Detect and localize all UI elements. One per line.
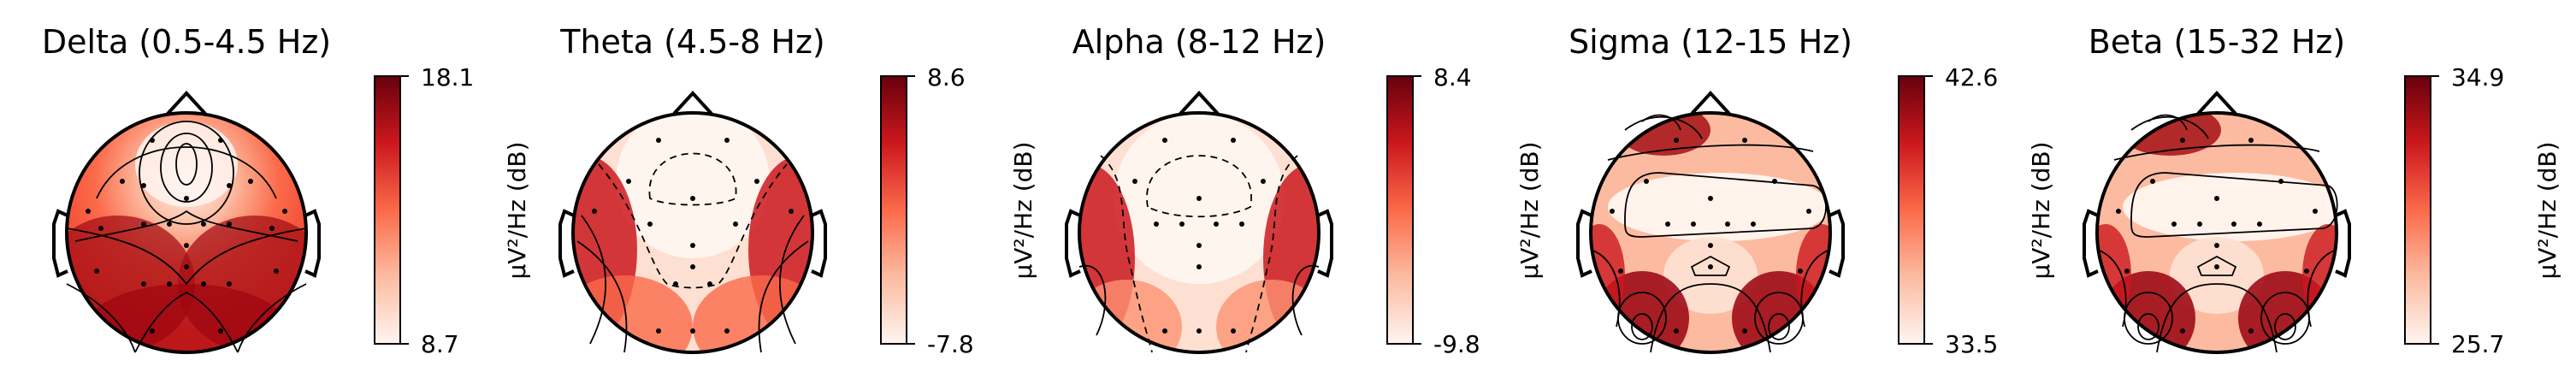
- colorbar: 34.9 25.7 µV²/Hz (dB): [2404, 63, 2561, 358]
- head-outline: [2083, 91, 2351, 354]
- left-ear-icon: [2083, 209, 2099, 278]
- right-ear-icon: [811, 209, 827, 278]
- sensor-markers: [592, 138, 794, 334]
- scalp-map: [2097, 113, 2337, 352]
- colorbar-max: 18.1: [421, 63, 474, 92]
- contour-lines: [2096, 114, 2338, 353]
- topomap-head: [2083, 91, 2351, 354]
- nose-icon: [1179, 91, 1220, 115]
- sensor-markers: [2116, 138, 2318, 334]
- panel-alpha: Alpha (8-12 Hz): [1065, 23, 1544, 358]
- colorbar-max: 8.6: [927, 63, 966, 92]
- colorbar-gradient: [2404, 75, 2431, 345]
- head-outline: [52, 91, 321, 354]
- topomap-head: [1576, 91, 1845, 354]
- panel-sigma: Sigma (12-15 Hz): [1569, 23, 2055, 358]
- scalp-map: [1591, 113, 1830, 352]
- colorbar-min: -7.8: [927, 330, 974, 358]
- left-ear-icon: [1065, 209, 1081, 278]
- right-ear-icon: [2335, 209, 2351, 278]
- panel-title: Theta (4.5-8 Hz): [559, 23, 825, 61]
- panel-theta: Theta (4.5-8 Hz): [558, 23, 1037, 358]
- panel-delta: Delta (0.5-4.5 Hz): [42, 23, 531, 358]
- left-ear-icon: [52, 209, 68, 278]
- nose-icon: [672, 91, 713, 115]
- scalp-map: [573, 113, 812, 352]
- colorbar: 18.1 8.7 µV²/Hz (dB): [374, 63, 531, 358]
- colorbar-max: 42.6: [1945, 63, 1998, 92]
- colorbar-gradient: [1898, 75, 1925, 345]
- nose-icon: [2196, 91, 2237, 115]
- topomap-head: [558, 91, 827, 354]
- panel-beta: Beta (15-32 Hz): [2083, 23, 2561, 358]
- colorbar-min: 25.7: [2451, 330, 2504, 358]
- panel-title: Alpha (8-12 Hz): [1072, 23, 1326, 61]
- right-ear-icon: [304, 209, 321, 278]
- right-ear-icon: [1317, 209, 1333, 278]
- colorbar: 8.4 -9.8 µV²/Hz (dB): [1386, 63, 1544, 358]
- colorbar: 42.6 33.5 µV²/Hz (dB): [1898, 63, 2055, 358]
- colorbar-label: µV²/Hz (dB): [2027, 141, 2055, 279]
- sensor-markers: [1610, 138, 1811, 334]
- contour-lines: [576, 152, 809, 353]
- nose-icon: [166, 91, 207, 115]
- colorbar-min: 8.7: [421, 330, 459, 358]
- colorbar-label: µV²/Hz (dB): [2533, 141, 2561, 279]
- colorbar-gradient: [374, 75, 401, 345]
- sensor-markers: [86, 138, 287, 334]
- colorbar-min: 33.5: [1945, 330, 1998, 358]
- colorbar-max: 34.9: [2451, 63, 2504, 92]
- left-ear-icon: [1576, 209, 1592, 278]
- head-outline: [1576, 91, 1845, 354]
- topomap-head: [1065, 91, 1333, 354]
- colorbar-label: µV²/Hz (dB): [1515, 141, 1544, 279]
- topomap-head: [52, 91, 321, 354]
- scalp-map: [67, 113, 306, 352]
- colorbar-max: 8.4: [1433, 63, 1472, 92]
- left-ear-icon: [558, 209, 575, 278]
- colorbar-gradient: [1386, 75, 1414, 345]
- colorbar-label: µV²/Hz (dB): [503, 141, 531, 279]
- colorbar-label: µV²/Hz (dB): [1009, 141, 1037, 279]
- nose-icon: [1690, 91, 1731, 115]
- panel-title: Beta (15-32 Hz): [2089, 23, 2345, 61]
- panel-title: Delta (0.5-4.5 Hz): [42, 23, 331, 61]
- panel-title: Sigma (12-15 Hz): [1569, 23, 1852, 61]
- head-outline: [1065, 91, 1333, 354]
- contour-lines: [66, 121, 307, 353]
- colorbar-gradient: [880, 75, 907, 345]
- contour-lines: [1078, 155, 1320, 353]
- colorbar-min: -9.8: [1433, 330, 1480, 358]
- right-ear-icon: [1829, 209, 1845, 278]
- colorbar: 8.6 -7.8 µV²/Hz (dB): [880, 63, 1037, 358]
- head-outline: [558, 91, 827, 354]
- sensor-markers: [1132, 138, 1266, 334]
